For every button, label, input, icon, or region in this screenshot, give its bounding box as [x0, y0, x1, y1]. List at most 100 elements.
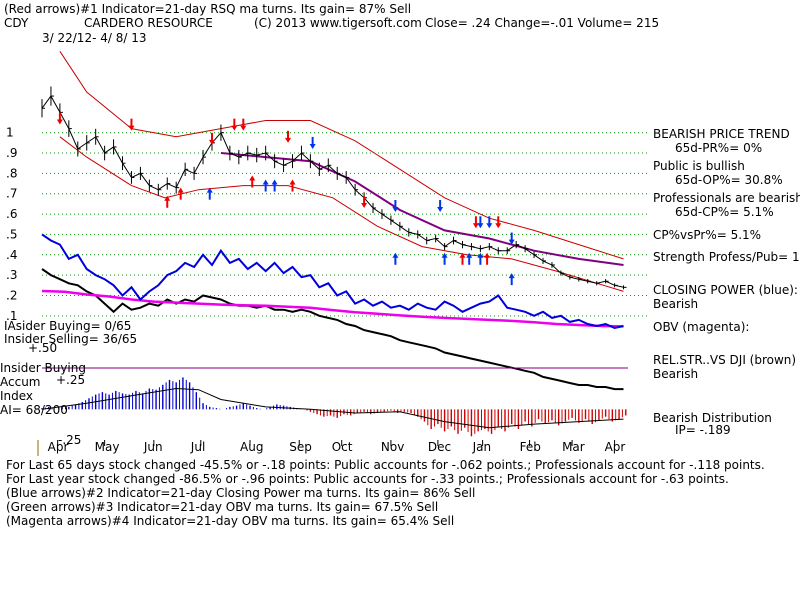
red-arrow	[459, 252, 466, 265]
footer-65day: For Last 65 days stock changed -45.5% or…	[6, 458, 765, 472]
blue-arrow	[508, 273, 515, 286]
red-arrow	[164, 195, 171, 208]
blue-arrow-head	[486, 223, 493, 229]
pros-state: Professionals are bearish	[653, 191, 800, 205]
blue-arrow	[466, 252, 473, 265]
blue-arrow	[477, 216, 484, 229]
y-tick-label: .2	[6, 288, 17, 302]
red-arrow-head	[285, 137, 292, 143]
bollinger-bands	[59, 51, 624, 292]
insider-buying-count: IAsider Buying= 0/65	[4, 319, 132, 333]
index-label: Index	[0, 389, 34, 403]
red-arrow	[495, 216, 502, 229]
red-arrow-head	[459, 252, 466, 258]
red-arrow-head	[240, 125, 247, 131]
blue-arrow	[486, 216, 493, 229]
red-arrow-head	[177, 187, 184, 193]
accum-ma-line	[41, 387, 624, 429]
date-range: 3/ 22/12- 4/ 8/ 13	[42, 31, 147, 45]
indicator-lines	[41, 152, 624, 391]
red-arrow	[128, 118, 135, 131]
red-arrow	[231, 118, 238, 131]
blue-arrow	[392, 200, 399, 213]
blue-arrow-head	[477, 223, 484, 229]
y-tick-label: .9	[6, 146, 17, 160]
blue-arrow	[477, 252, 484, 265]
price-line	[41, 95, 624, 288]
indicator-3-title: (Green arrows)#3 Indicator=21-day OBV ma…	[6, 500, 439, 514]
insider-buying-line-label: Insider Buying	[0, 361, 86, 375]
red-arrow-head	[361, 202, 368, 208]
red-arrow-head	[249, 175, 256, 181]
public-state: Public is bullish	[653, 159, 745, 173]
indicator-4-title: (Magenta arrows)#4 Indicator=21-day OBV …	[6, 514, 455, 528]
x-tick-label: Sep	[289, 440, 312, 454]
signal-arrows	[56, 112, 515, 286]
footer-year: For Last year stock changed -86.5% or -.…	[6, 472, 729, 486]
blue-arrow-head	[477, 252, 484, 258]
blue-arrow	[441, 252, 448, 265]
x-tick-label: Mar	[562, 440, 585, 454]
x-axis: Apr May Jun Jul Aug Sep Oct Nov Dec Jan Feb Mar Apr	[48, 440, 626, 454]
x-tick-label: Oct	[332, 440, 353, 454]
blue-arrow	[392, 252, 399, 265]
blue-arrow-head	[206, 187, 213, 193]
red-arrow	[208, 132, 215, 145]
red-arrow	[361, 195, 368, 208]
moving-average-line	[220, 152, 624, 266]
x-tick-label: Nov	[381, 440, 404, 454]
blue-arrow	[271, 179, 278, 192]
red-arrow	[289, 179, 296, 192]
insider-selling-count: Insider Selling= 36/65	[4, 332, 138, 346]
x-tick-label: Feb	[520, 440, 541, 454]
red-arrow-head	[164, 195, 171, 201]
accum-plus50-label: +.50	[28, 341, 58, 355]
accum-minus25-label: -.25	[58, 433, 82, 447]
blue-arrow	[437, 200, 444, 213]
y-tick-label: 1	[6, 126, 14, 140]
red-arrow-head	[208, 139, 215, 145]
price-gridlines	[42, 132, 648, 317]
x-tick-label: May	[95, 440, 120, 454]
relstr-label: REL.STR..VS DJI (brown)	[653, 353, 797, 367]
x-tick-label: Aug	[240, 440, 263, 454]
red-arrow-head	[472, 223, 479, 229]
blue-arrow	[206, 187, 213, 200]
accum-label: Accum	[0, 375, 41, 389]
blue-arrow-head	[271, 179, 278, 185]
blue-arrow-head	[392, 252, 399, 258]
obv-line	[41, 289, 624, 328]
quote-line: Close= .24 Change=-.01 Volume= 215	[425, 16, 660, 30]
copyright: (C) 2013 www.tigersoft.com	[254, 16, 422, 30]
x-tick-label: Apr	[605, 440, 626, 454]
closing-power-line	[41, 233, 624, 330]
blue-arrow	[309, 136, 316, 149]
ai-value: AI= 68/200	[0, 403, 68, 417]
blue-arrow	[262, 179, 269, 192]
strength-ratio: Strength Profess/Pub= 1.9	[653, 250, 800, 264]
accum-plus25-label: +.25	[56, 373, 86, 387]
blue-arrow-head	[392, 207, 399, 213]
y-tick-label: .4	[6, 248, 17, 262]
x-tick-label: Dec	[428, 440, 451, 454]
y-tick-label: .1	[6, 309, 17, 323]
closing-power-label: CLOSING POWER (blue):	[653, 283, 798, 297]
accum-index-panel	[37, 367, 628, 456]
trend-title: BEARISH PRICE TREND	[653, 127, 790, 141]
red-arrow	[249, 175, 256, 188]
blue-arrow	[508, 232, 515, 245]
blue-arrow-head	[508, 273, 515, 279]
closing-power-state: Bearish	[653, 297, 699, 311]
indicator-1-title: (Red arrows)#1 Indicator=21-day RSQ ma t…	[4, 2, 412, 16]
red-arrow-head	[56, 119, 63, 125]
lower-band-line	[59, 136, 624, 292]
x-tick-label: Jan	[472, 440, 492, 454]
pr-pct: 65d-PR%= 0%	[675, 141, 763, 155]
red-arrow-head	[495, 223, 502, 229]
rel-strength-line	[41, 268, 624, 391]
x-tick-label: Jun	[143, 440, 163, 454]
price-bars	[41, 86, 627, 290]
cp-vs-pr: CP%vsPr%= 5.1%	[653, 228, 762, 242]
blue-arrow-head	[466, 252, 473, 258]
